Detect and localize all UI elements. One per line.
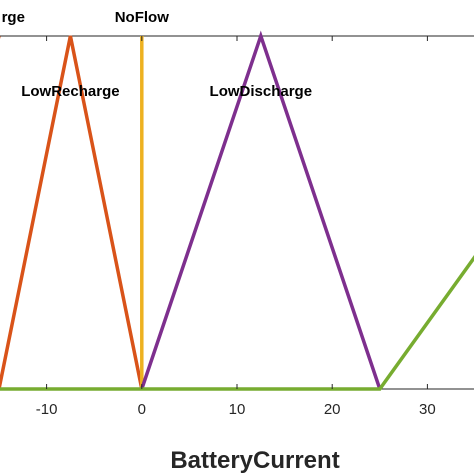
series-line-highdischarge [0,255,474,391]
x-tick-label: 20 [324,401,341,418]
series-line-lowrecharge [0,35,144,390]
annotation-label: LowDischarge [210,83,313,100]
series-line-lowdischarge [140,30,382,390]
x-axis: -10 0 10 20 30 [36,36,436,418]
x-tick-label: 10 [229,401,246,418]
annotation-label: LowRecharge [21,83,119,100]
x-axis-label: BatteryCurrent [170,447,339,474]
x-tick-label: 30 [419,401,436,418]
x-tick-label: -10 [36,401,58,418]
x-tick-label: 0 [138,401,146,418]
series-layer [0,30,474,391]
annotation-label: NoFlow [115,9,169,26]
annotations: rge NoFlow LowRecharge LowDischarge [2,9,312,100]
annotation-label: rge [2,9,25,26]
